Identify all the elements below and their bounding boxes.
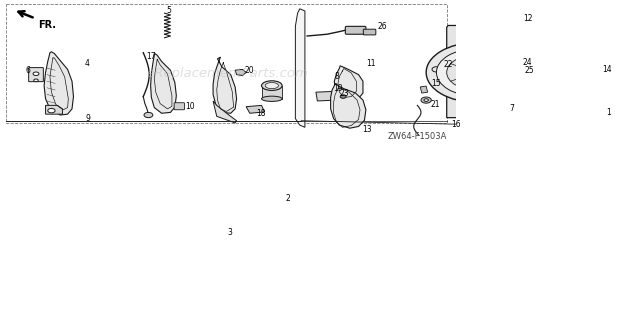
Text: 26: 26 bbox=[377, 22, 387, 31]
Circle shape bbox=[48, 108, 55, 113]
FancyBboxPatch shape bbox=[363, 29, 376, 35]
Text: 9: 9 bbox=[86, 114, 91, 123]
Text: eReplacementParts.com: eReplacementParts.com bbox=[147, 67, 309, 80]
Polygon shape bbox=[551, 7, 598, 28]
Polygon shape bbox=[262, 86, 282, 99]
Text: 20: 20 bbox=[245, 66, 255, 75]
Text: 1: 1 bbox=[606, 108, 611, 117]
Text: 15: 15 bbox=[431, 79, 441, 88]
Circle shape bbox=[33, 72, 39, 76]
FancyBboxPatch shape bbox=[345, 26, 366, 34]
Text: 6: 6 bbox=[25, 66, 30, 75]
Circle shape bbox=[144, 113, 153, 118]
Circle shape bbox=[426, 42, 526, 102]
Circle shape bbox=[432, 67, 441, 72]
FancyBboxPatch shape bbox=[29, 68, 43, 82]
Polygon shape bbox=[447, 25, 505, 118]
Text: 24: 24 bbox=[523, 58, 533, 67]
Circle shape bbox=[424, 99, 428, 101]
Polygon shape bbox=[213, 57, 237, 113]
Circle shape bbox=[510, 77, 519, 82]
Circle shape bbox=[512, 69, 517, 73]
Circle shape bbox=[436, 49, 516, 96]
Circle shape bbox=[457, 61, 495, 84]
Text: 3: 3 bbox=[228, 228, 232, 237]
Polygon shape bbox=[45, 105, 63, 114]
Circle shape bbox=[34, 79, 38, 82]
Circle shape bbox=[429, 65, 444, 74]
Text: 2: 2 bbox=[286, 194, 290, 203]
Text: 18: 18 bbox=[256, 109, 265, 118]
Text: FR.: FR. bbox=[38, 20, 56, 30]
Text: 14: 14 bbox=[602, 65, 612, 74]
Text: 5: 5 bbox=[167, 7, 171, 16]
Polygon shape bbox=[334, 66, 363, 100]
Polygon shape bbox=[295, 9, 305, 127]
Polygon shape bbox=[515, 22, 525, 34]
Text: 17: 17 bbox=[146, 52, 156, 61]
FancyBboxPatch shape bbox=[174, 103, 184, 110]
Wedge shape bbox=[467, 73, 485, 102]
Polygon shape bbox=[330, 83, 366, 128]
Text: 19: 19 bbox=[333, 84, 343, 93]
Ellipse shape bbox=[262, 96, 282, 101]
Polygon shape bbox=[420, 86, 428, 93]
Text: 25: 25 bbox=[524, 66, 534, 75]
Circle shape bbox=[340, 95, 346, 98]
Text: 4: 4 bbox=[84, 59, 89, 68]
Text: 21: 21 bbox=[431, 100, 440, 109]
Ellipse shape bbox=[262, 81, 282, 91]
Text: 7: 7 bbox=[509, 104, 514, 113]
Text: 10: 10 bbox=[185, 102, 195, 111]
Polygon shape bbox=[316, 91, 337, 101]
Bar bbox=[6, 3, 447, 123]
Polygon shape bbox=[595, 9, 598, 110]
Ellipse shape bbox=[265, 82, 278, 89]
Text: 11: 11 bbox=[366, 59, 376, 68]
Text: 12: 12 bbox=[523, 14, 533, 23]
Text: 13: 13 bbox=[363, 125, 372, 134]
Circle shape bbox=[466, 66, 487, 79]
Polygon shape bbox=[246, 105, 265, 113]
Circle shape bbox=[508, 68, 520, 75]
Text: 16: 16 bbox=[451, 120, 460, 129]
Polygon shape bbox=[44, 52, 74, 115]
Polygon shape bbox=[432, 75, 442, 82]
Polygon shape bbox=[213, 101, 237, 123]
Circle shape bbox=[513, 63, 521, 67]
Polygon shape bbox=[151, 54, 176, 113]
Circle shape bbox=[565, 64, 585, 76]
Circle shape bbox=[447, 55, 505, 90]
Polygon shape bbox=[235, 69, 246, 76]
Text: ZW64-F1503A: ZW64-F1503A bbox=[388, 132, 447, 141]
Text: 23: 23 bbox=[339, 89, 348, 98]
Circle shape bbox=[569, 67, 581, 74]
Text: 8: 8 bbox=[334, 72, 339, 81]
Polygon shape bbox=[551, 26, 598, 110]
Text: 22: 22 bbox=[443, 60, 453, 69]
Circle shape bbox=[421, 97, 432, 103]
